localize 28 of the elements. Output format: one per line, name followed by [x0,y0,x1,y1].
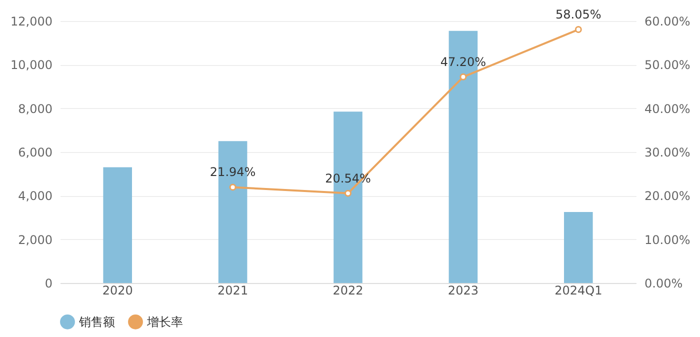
y-tick-label: 4,000 [18,189,52,204]
y2-tick-label: 10.00% [644,232,690,247]
y-tick-label: 8,000 [18,102,52,116]
legend-label: 增长率 [146,314,183,329]
point [460,73,467,80]
x-tick-label: 2022 [332,284,364,298]
y-tick-label: 2,000 [18,232,52,247]
y-tick-label: 0 [44,276,52,290]
y-tick-label: 6,000 [18,146,52,160]
x-tick-label: 2023 [448,284,478,298]
y-tick-label: 12,000 [10,14,52,28]
bar [564,212,593,283]
bar [103,167,132,283]
y2-tick-label: 20.00% [644,189,690,204]
y2-tick-label: 50.00% [644,58,690,72]
y2-tick-label: 30.00% [644,146,690,160]
y-tick-label: 10,000 [10,58,52,72]
x-tick-label: 2021 [218,284,248,298]
x-tick-label: 2024Q1 [554,284,602,298]
point [229,184,236,191]
x-tick-label: 2020 [102,284,133,298]
point [574,26,582,33]
legend-label: 销售额 [78,314,115,329]
y2-tick-label: 0.00% [644,276,683,290]
data-label: 58.05% [556,8,602,22]
y2-tick-label: 40.00% [644,102,690,116]
y2-tick-label: 60.00% [644,14,690,28]
point [344,190,352,197]
